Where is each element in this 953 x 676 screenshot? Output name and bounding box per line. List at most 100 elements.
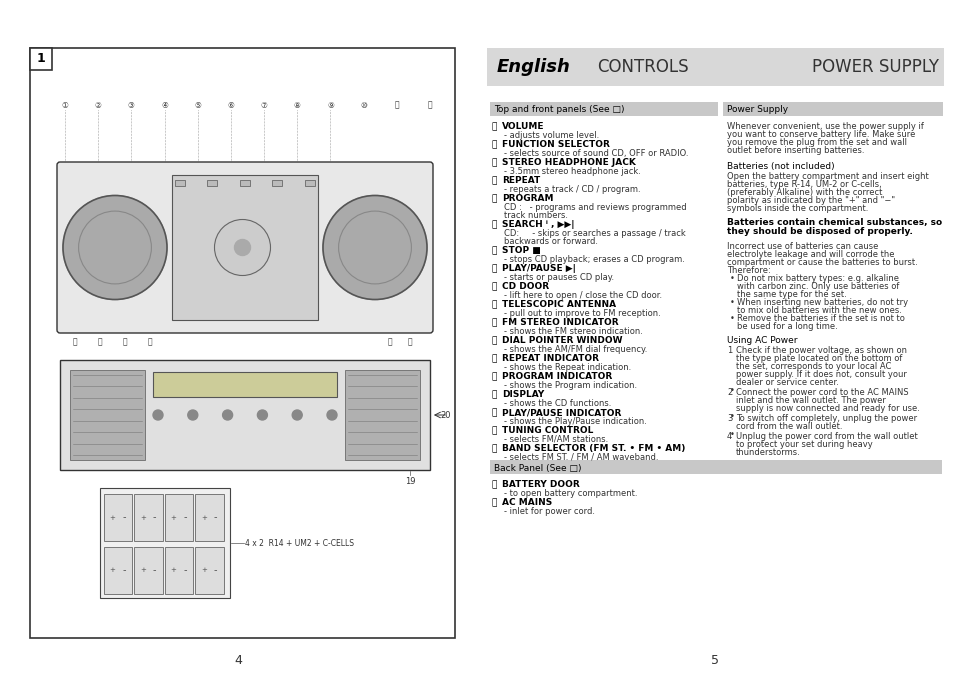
Text: ⓡ: ⓡ xyxy=(492,300,497,309)
Circle shape xyxy=(188,410,197,420)
Bar xyxy=(195,494,224,541)
Text: SEARCH ᑊ , ▶▶|: SEARCH ᑊ , ▶▶| xyxy=(501,220,574,229)
Text: cord from the wall outlet.: cord from the wall outlet. xyxy=(735,422,841,431)
Text: Batteries (not included): Batteries (not included) xyxy=(726,162,834,171)
Text: ⑧: ⑧ xyxy=(294,101,300,110)
Circle shape xyxy=(152,410,163,420)
Text: inlet and the wall outlet. The power: inlet and the wall outlet. The power xyxy=(735,396,885,405)
Text: - lift here to open / close the CD door.: - lift here to open / close the CD door. xyxy=(503,291,661,300)
Bar xyxy=(70,370,145,460)
Text: Using AC Power: Using AC Power xyxy=(726,336,797,345)
Text: ⓥ: ⓥ xyxy=(492,372,497,381)
Text: ⑩: ⑩ xyxy=(360,101,367,110)
Text: the same type for the set.: the same type for the set. xyxy=(737,290,846,299)
Text: ⓩ: ⓩ xyxy=(492,444,497,453)
Text: - selects FM ST. / FM / AM waveband.: - selects FM ST. / FM / AM waveband. xyxy=(503,453,658,462)
Bar xyxy=(165,494,193,541)
Text: •: • xyxy=(729,274,734,283)
Text: - stops CD playback; erases a CD program.: - stops CD playback; erases a CD program… xyxy=(503,255,684,264)
Text: STOP ■: STOP ■ xyxy=(501,246,540,255)
Text: CD DOOR: CD DOOR xyxy=(501,282,549,291)
Bar xyxy=(172,175,317,320)
Text: - starts or pauses CD play.: - starts or pauses CD play. xyxy=(503,273,614,282)
Circle shape xyxy=(234,239,251,256)
Text: backwards or forward.: backwards or forward. xyxy=(503,237,598,246)
Text: -: - xyxy=(213,566,217,575)
Bar xyxy=(100,488,230,598)
Bar xyxy=(490,460,941,474)
Text: ⑨: ⑨ xyxy=(327,101,334,110)
Text: ⑦: ⑦ xyxy=(260,101,267,110)
Text: ②: ② xyxy=(94,101,102,110)
Bar xyxy=(345,370,419,460)
Bar xyxy=(134,494,163,541)
Text: To switch off completely, unplug the power: To switch off completely, unplug the pow… xyxy=(735,414,916,423)
Circle shape xyxy=(292,410,302,420)
Text: - selects source of sound CD, OFF or RADIO.: - selects source of sound CD, OFF or RAD… xyxy=(503,149,688,158)
Text: to mix old batteries with the new ones.: to mix old batteries with the new ones. xyxy=(737,306,901,315)
Bar xyxy=(60,360,430,470)
Text: ⑪: ⑪ xyxy=(492,498,497,507)
Text: •: • xyxy=(729,298,734,307)
Circle shape xyxy=(214,220,271,276)
Text: PROGRAM INDICATOR: PROGRAM INDICATOR xyxy=(501,372,612,381)
Text: -: - xyxy=(122,566,126,575)
Text: -: - xyxy=(183,566,187,575)
Text: PLAY/PAUSE INDICATOR: PLAY/PAUSE INDICATOR xyxy=(501,408,620,417)
Bar xyxy=(722,102,942,116)
Text: 5: 5 xyxy=(711,654,719,667)
Text: Whenever convenient, use the power supply if: Whenever convenient, use the power suppl… xyxy=(726,122,923,131)
Bar xyxy=(30,48,52,70)
Text: (preferably Alkaline) with the correct: (preferably Alkaline) with the correct xyxy=(726,188,882,197)
Text: CD :   - programs and reviews programmed: CD : - programs and reviews programmed xyxy=(503,203,686,212)
Text: the set, corresponds to your local AC: the set, corresponds to your local AC xyxy=(735,362,890,371)
Bar xyxy=(208,180,217,186)
Text: - selects FM/AM stations.: - selects FM/AM stations. xyxy=(503,435,608,444)
Text: 3: 3 xyxy=(726,414,732,423)
Text: ⓚ: ⓚ xyxy=(492,158,497,167)
Text: PROGRAM: PROGRAM xyxy=(501,194,553,203)
Text: +: + xyxy=(110,567,115,573)
Text: ⑤: ⑤ xyxy=(194,101,201,110)
Text: PLAY/PAUSE ▶|: PLAY/PAUSE ▶| xyxy=(501,264,576,273)
Text: - repeats a track / CD / program.: - repeats a track / CD / program. xyxy=(503,185,640,194)
Text: track numbers.: track numbers. xyxy=(503,211,567,220)
Bar xyxy=(134,547,163,594)
Text: supply is now connected and ready for use.: supply is now connected and ready for us… xyxy=(735,404,919,413)
Circle shape xyxy=(327,410,336,420)
Text: Do not mix battery types: e.g. alkaline: Do not mix battery types: e.g. alkaline xyxy=(737,274,898,283)
Text: thunderstorms.: thunderstorms. xyxy=(735,448,800,457)
Bar xyxy=(30,48,455,638)
Text: +: + xyxy=(140,567,146,573)
Text: POWER SUPPLY: POWER SUPPLY xyxy=(811,58,938,76)
Text: - shows the Program indication.: - shows the Program indication. xyxy=(503,381,637,390)
Text: -: - xyxy=(122,512,126,523)
Bar xyxy=(305,180,314,186)
Text: you remove the plug from the set and wall: you remove the plug from the set and wal… xyxy=(726,138,906,147)
Bar xyxy=(486,48,943,86)
Text: 4: 4 xyxy=(726,432,732,441)
Text: -: - xyxy=(213,512,217,523)
Bar xyxy=(104,494,132,541)
Text: 2: 2 xyxy=(726,388,732,397)
Text: ⓜ: ⓜ xyxy=(492,194,497,203)
Text: ⑯: ⑯ xyxy=(148,337,152,347)
Text: +: + xyxy=(201,514,207,521)
Text: REPEAT INDICATOR: REPEAT INDICATOR xyxy=(501,354,598,363)
Bar xyxy=(174,180,185,186)
Text: ⑭: ⑭ xyxy=(97,337,102,347)
Text: - inlet for power cord.: - inlet for power cord. xyxy=(503,507,595,516)
Text: ⓟ: ⓟ xyxy=(492,264,497,273)
Text: ⑬: ⑬ xyxy=(72,337,77,347)
Text: ⓤ: ⓤ xyxy=(492,354,497,363)
Text: batteries, type R-14, UM-2 or C-cells,: batteries, type R-14, UM-2 or C-cells, xyxy=(726,180,881,189)
Text: ⓪: ⓪ xyxy=(492,480,497,489)
Text: +: + xyxy=(171,514,176,521)
Text: Power Supply: Power Supply xyxy=(726,105,787,114)
Text: Remove the batteries if the set is not to: Remove the batteries if the set is not t… xyxy=(737,314,904,323)
Text: ⓨ: ⓨ xyxy=(492,426,497,435)
Text: ⓠ: ⓠ xyxy=(492,282,497,291)
Text: with carbon zinc. Only use batteries of: with carbon zinc. Only use batteries of xyxy=(737,282,899,291)
Text: the type plate located on the bottom of: the type plate located on the bottom of xyxy=(735,354,902,363)
Text: Open the battery compartment and insert eight: Open the battery compartment and insert … xyxy=(726,172,928,181)
